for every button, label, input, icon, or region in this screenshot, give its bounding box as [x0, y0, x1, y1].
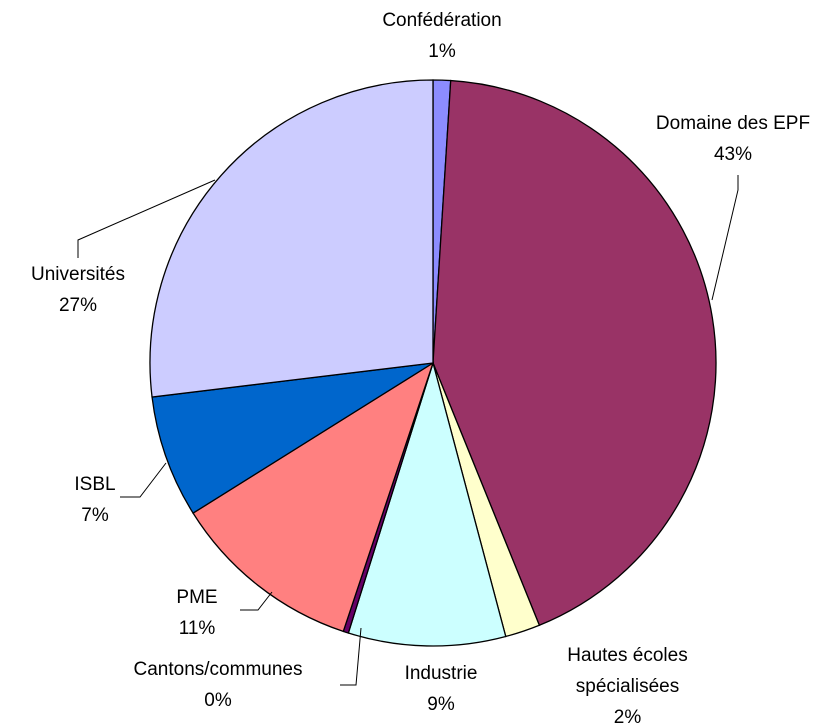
slice-name: Cantons/communes: [133, 659, 303, 680]
leader-line: [120, 462, 167, 498]
slice-percent: 7%: [81, 505, 109, 526]
slice-percent: 9%: [427, 694, 455, 715]
slice-name: Confédération: [382, 10, 502, 31]
slice-percent: 11%: [178, 618, 216, 639]
slice-label: Confédération 1%: [342, 5, 542, 67]
pie-slice: [347, 360, 507, 647]
slice-name: Universités: [31, 264, 125, 285]
slice-label: Cantons/communes 0%: [108, 654, 328, 716]
pie-slice: [151, 362, 434, 515]
slice-percent: 27%: [58, 295, 98, 316]
slice-label: Hautes écoles spécialisées 2%: [535, 640, 720, 726]
slice-label: ISBL 7%: [45, 469, 145, 531]
leader-line: [77, 179, 216, 258]
slice-name: PME: [176, 587, 218, 608]
slice-name: ISBL: [74, 474, 116, 495]
slice-percent: 0%: [204, 690, 232, 711]
pie-slice: [192, 361, 435, 633]
pie-slice: [149, 79, 434, 398]
slice-name: Hautes écoles spécialisées: [567, 645, 688, 697]
leader-line: [340, 627, 362, 686]
leader-line: [240, 591, 273, 611]
slice-label: PME 11%: [137, 582, 257, 644]
slice-label: Industrie 9%: [366, 658, 516, 720]
slice-percent: 2%: [613, 707, 642, 726]
slice-percent: 1%: [428, 41, 456, 62]
slice-label: Domaine des EPF 43%: [623, 108, 840, 170]
slice-label: Universités 27%: [0, 259, 156, 321]
slice-name: Domaine des EPF: [655, 113, 811, 134]
leader-line: [711, 175, 739, 301]
slice-name: Industrie: [404, 663, 478, 684]
pie-slice: [432, 79, 717, 627]
slice-percent: 43%: [713, 144, 753, 165]
